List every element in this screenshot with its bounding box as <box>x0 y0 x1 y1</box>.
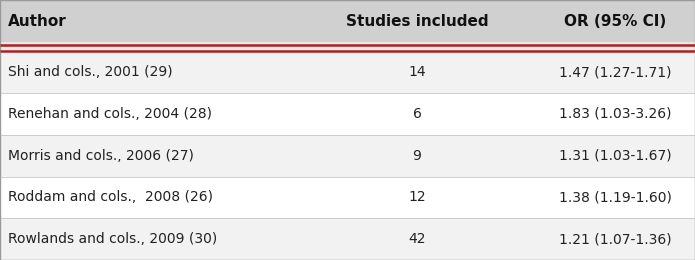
Text: 12: 12 <box>408 190 426 204</box>
Text: Author: Author <box>8 14 67 29</box>
Text: 1.21 (1.07-1.36): 1.21 (1.07-1.36) <box>559 232 671 246</box>
Bar <box>0 177 695 218</box>
Bar <box>0 135 695 177</box>
Text: 9: 9 <box>413 149 421 163</box>
Text: Morris and cols., 2006 (27): Morris and cols., 2006 (27) <box>8 149 194 163</box>
Bar <box>0 93 695 135</box>
Text: OR (95% CI): OR (95% CI) <box>564 14 667 29</box>
Text: Rowlands and cols., 2009 (30): Rowlands and cols., 2009 (30) <box>8 232 218 246</box>
Text: 1.47 (1.27-1.71): 1.47 (1.27-1.71) <box>559 65 671 79</box>
Bar <box>0 51 695 93</box>
Text: 1.38 (1.19-1.60): 1.38 (1.19-1.60) <box>559 190 671 204</box>
Text: Renehan and cols., 2004 (28): Renehan and cols., 2004 (28) <box>8 107 213 121</box>
Text: 6: 6 <box>413 107 421 121</box>
Text: Roddam and cols.,  2008 (26): Roddam and cols., 2008 (26) <box>8 190 213 204</box>
Text: Studies included: Studies included <box>345 14 489 29</box>
Text: 1.83 (1.03-3.26): 1.83 (1.03-3.26) <box>559 107 671 121</box>
Text: 1.31 (1.03-1.67): 1.31 (1.03-1.67) <box>559 149 671 163</box>
Text: 42: 42 <box>408 232 426 246</box>
Bar <box>0 0 695 42</box>
Bar <box>0 218 695 260</box>
Text: Shi and cols., 2001 (29): Shi and cols., 2001 (29) <box>8 65 173 79</box>
Text: 14: 14 <box>408 65 426 79</box>
